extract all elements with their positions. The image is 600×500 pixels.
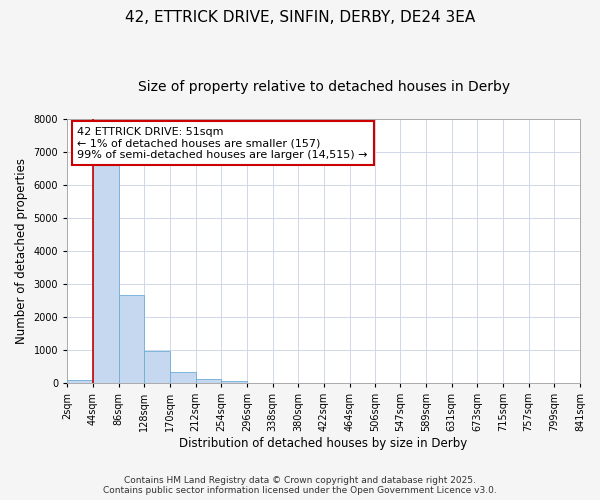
Bar xyxy=(119,296,144,383)
Title: Size of property relative to detached houses in Derby: Size of property relative to detached ho… xyxy=(137,80,509,94)
Bar xyxy=(221,380,247,383)
Bar xyxy=(170,372,196,383)
Text: 42, ETTRICK DRIVE, SINFIN, DERBY, DE24 3EA: 42, ETTRICK DRIVE, SINFIN, DERBY, DE24 3… xyxy=(125,10,475,25)
Bar xyxy=(67,380,93,383)
Text: Contains public sector information licensed under the Open Government Licence v3: Contains public sector information licen… xyxy=(103,486,497,495)
Y-axis label: Number of detached properties: Number of detached properties xyxy=(15,158,28,344)
Bar xyxy=(93,164,119,383)
Bar xyxy=(196,379,221,383)
Text: Contains HM Land Registry data © Crown copyright and database right 2025.: Contains HM Land Registry data © Crown c… xyxy=(124,476,476,485)
Bar xyxy=(144,350,170,383)
Text: 42 ETTRICK DRIVE: 51sqm
← 1% of detached houses are smaller (157)
99% of semi-de: 42 ETTRICK DRIVE: 51sqm ← 1% of detached… xyxy=(77,126,368,160)
X-axis label: Distribution of detached houses by size in Derby: Distribution of detached houses by size … xyxy=(179,437,468,450)
